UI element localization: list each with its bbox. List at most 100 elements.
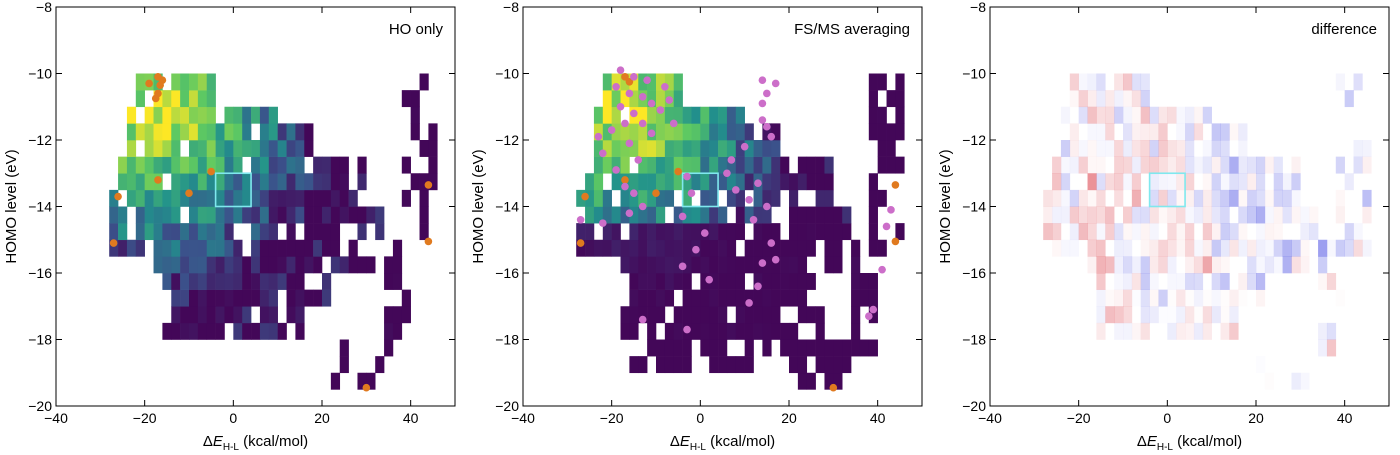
heatmap-cell: [1273, 256, 1283, 274]
heatmap-cell: [753, 239, 763, 257]
heatmap-cell: [1211, 173, 1221, 191]
heatmap-cell: [1211, 273, 1221, 290]
scatter-point: [732, 186, 740, 194]
heatmap-cell: [629, 322, 639, 340]
heatmap-cell: [1123, 173, 1133, 191]
heatmap-cell: [1123, 73, 1133, 91]
heatmap-cell: [744, 339, 754, 357]
heatmap-cell: [664, 356, 675, 374]
heatmap-cell: [313, 256, 323, 274]
heatmap-cell: [638, 306, 648, 324]
heatmap-cell: [824, 223, 834, 241]
heatmap-cell: [1114, 106, 1124, 124]
heatmap-cell: [277, 322, 287, 340]
heatmap-cell: [251, 239, 261, 257]
scatter-point: [625, 89, 634, 98]
heatmap-cell: [348, 189, 358, 207]
heatmap-cell: [1158, 206, 1168, 224]
heatmap-cell: [233, 123, 243, 141]
heatmap-cell: [224, 306, 234, 324]
heatmap-cell: [629, 206, 639, 224]
heatmap-cell: [842, 206, 852, 224]
heatmap-cell: [1096, 306, 1106, 324]
heatmap-cell: [700, 156, 710, 174]
heatmap-cell: [593, 123, 604, 141]
heatmap-cell: [877, 156, 887, 174]
heatmap-cell: [1229, 223, 1239, 241]
scatter-point: [581, 192, 589, 201]
heatmap-cell: [1247, 173, 1257, 191]
heatmap-cell: [700, 173, 710, 191]
heatmap-cell: [1114, 273, 1124, 290]
heatmap-cell: [877, 189, 887, 207]
heatmap-cell: [1114, 73, 1124, 91]
scatter-point: [767, 239, 776, 247]
heatmap-cell: [197, 289, 208, 307]
heatmap-cell: [682, 156, 692, 174]
heatmap-cell: [1096, 140, 1106, 157]
heatmap-cell: [251, 273, 261, 290]
heatmap-cell: [189, 73, 199, 91]
heatmap-cell: [366, 256, 376, 274]
heatmap-cell: [180, 223, 190, 241]
heatmap-cell: [330, 156, 341, 174]
heatmap-cell: [251, 223, 261, 241]
heatmap-cell: [726, 123, 737, 141]
heatmap-cell: [638, 73, 648, 91]
heatmap-cell: [718, 140, 728, 157]
heatmap-cell: [126, 123, 137, 141]
heatmap-cell: [868, 73, 878, 91]
heatmap-cell: [682, 189, 692, 207]
heatmap-cell: [1335, 73, 1345, 91]
heatmap-cell: [295, 322, 305, 340]
heatmap-cell: [153, 106, 163, 124]
heatmap-cell: [691, 256, 701, 274]
heatmap-cell: [709, 256, 719, 274]
heatmap-cell: [1247, 239, 1257, 257]
highlight-box: [214, 172, 252, 208]
scatter-point: [674, 167, 682, 176]
heatmap-cell: [629, 189, 639, 207]
heatmap-cell: [1131, 140, 1142, 157]
heatmap-cell: [629, 289, 639, 307]
heatmap-cell: [638, 106, 648, 124]
heatmap-cell: [868, 206, 878, 224]
scatter-point: [630, 73, 638, 81]
y-tick-label: −16: [28, 265, 52, 281]
scatter-point: [647, 129, 656, 138]
heatmap-cell: [1167, 106, 1177, 124]
heatmap-cell: [180, 73, 190, 91]
heatmap-cell: [268, 206, 278, 224]
heatmap-cell: [1140, 106, 1150, 124]
heatmap-cell: [762, 289, 772, 307]
heatmap-cell: [1078, 206, 1088, 224]
heatmap-cell: [304, 173, 314, 191]
y-tick-label: −20: [28, 398, 52, 414]
heatmap-cell: [656, 339, 666, 357]
heatmap-cell: [144, 223, 154, 241]
heatmap-cell: [593, 206, 604, 224]
heatmap-cell: [620, 156, 630, 174]
heatmap-cell: [1069, 239, 1079, 257]
heatmap-cell: [1291, 156, 1301, 174]
heatmap-cell: [744, 173, 754, 191]
heatmap-cell: [673, 73, 683, 91]
heatmap-cell: [153, 123, 163, 141]
heatmap-cell: [313, 206, 323, 224]
heatmap-cell: [206, 223, 216, 241]
heatmap-cell: [180, 289, 190, 307]
heatmap-cell: [815, 173, 825, 191]
heatmap-cell: [1096, 156, 1106, 174]
heatmap-cell: [1140, 206, 1150, 224]
heatmap-cell: [576, 189, 586, 207]
heatmap-cell: [1149, 156, 1159, 174]
heatmap-cell: [1202, 106, 1212, 124]
heatmap-cell: [1158, 306, 1167, 323]
heatmap-cell: [268, 173, 278, 191]
heatmap-cell: [1149, 239, 1159, 257]
heatmap-cell: [286, 140, 296, 157]
heatmap-cell: [1229, 306, 1239, 324]
heatmap-cell: [242, 256, 252, 274]
heatmap-cell: [806, 156, 816, 174]
heatmap-cell: [735, 273, 745, 290]
